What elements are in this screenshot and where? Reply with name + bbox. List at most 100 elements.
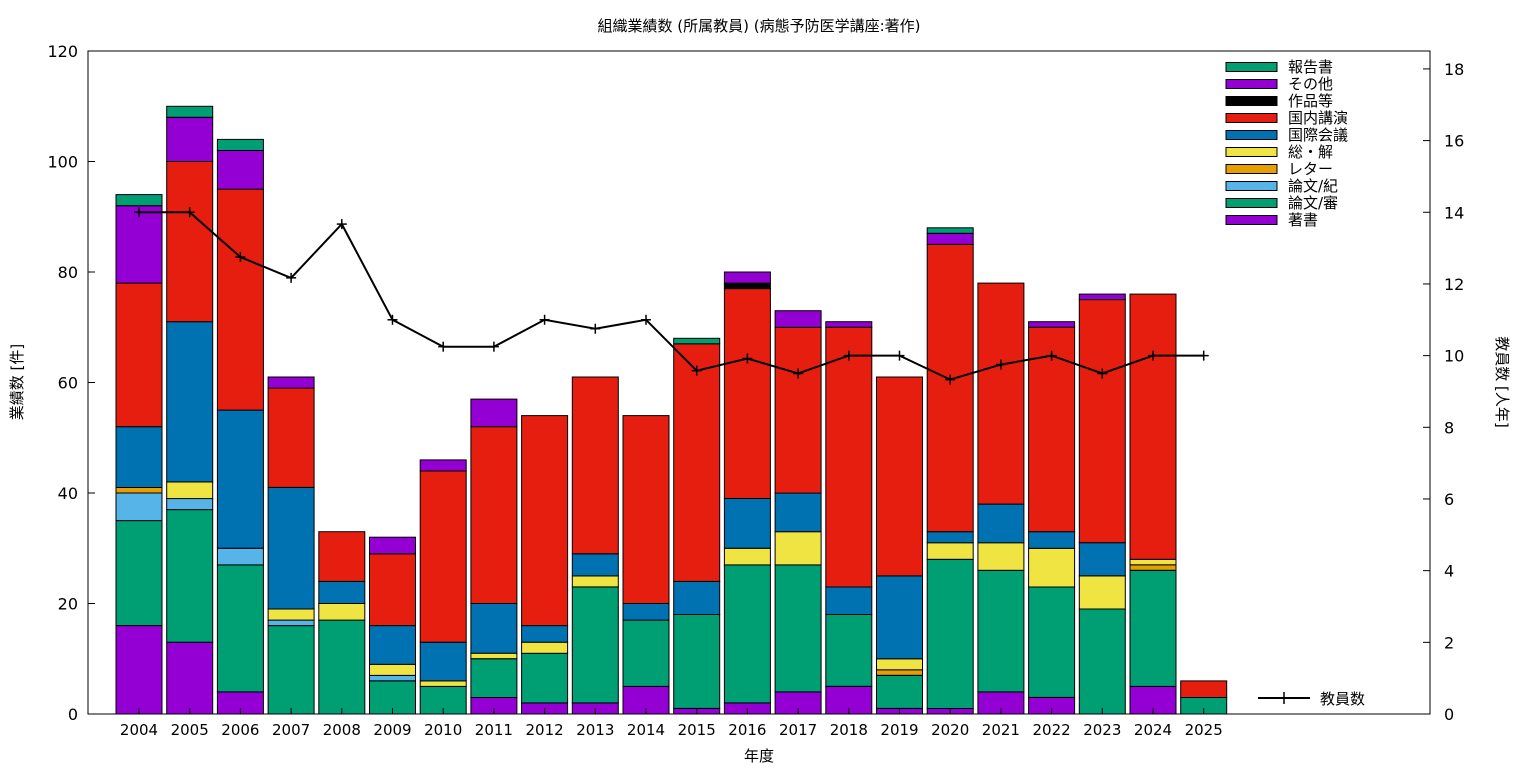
bar-segment — [115, 492, 163, 522]
bar-segment — [267, 376, 315, 389]
line-point — [742, 353, 753, 364]
y2-tick-label: 12 — [1444, 275, 1464, 294]
bar-segment — [571, 586, 619, 704]
x-axis: 2004 2005 2006 2007 2008 2009 2010 2011 2012 2013… — [120, 708, 1223, 739]
bar-segment — [825, 586, 873, 616]
bar-segment — [216, 150, 264, 190]
bar-segment — [369, 674, 416, 682]
legend-item: 国内講演 — [1225, 109, 1348, 127]
bar-segment — [369, 625, 416, 665]
bar-segment — [1028, 531, 1076, 549]
legend-swatch — [1225, 130, 1278, 140]
y2-axis: 0 2 4 6 8 10 12 14 16 18 — [1423, 60, 1464, 724]
bar-segment — [1129, 558, 1177, 566]
legend-label: 国際会議 — [1288, 126, 1348, 144]
line-point — [286, 272, 297, 283]
line-point — [1046, 350, 1057, 361]
bar-segment — [673, 343, 721, 582]
line-point — [691, 365, 702, 376]
bar-segment — [470, 426, 518, 605]
x-tick-label: 2021 — [982, 721, 1020, 739]
bar-segment — [673, 580, 721, 616]
bar-segment — [115, 520, 163, 627]
bar-segment — [673, 614, 721, 709]
y2-tick-label: 0 — [1444, 705, 1454, 724]
bar-segment — [876, 376, 923, 577]
line-legend: 教員数 — [1258, 690, 1365, 708]
bar-segment — [977, 569, 1025, 693]
bar-segment — [521, 415, 569, 627]
bar-segment — [926, 542, 974, 560]
y-tick-label: 80 — [58, 263, 78, 282]
x-tick-label: 2013 — [576, 721, 614, 739]
bar-segment — [267, 487, 315, 610]
bar-segment — [1078, 575, 1126, 610]
x-tick-label: 2006 — [221, 721, 259, 739]
line-point — [793, 368, 804, 379]
legend-label: 国内講演 — [1288, 109, 1348, 127]
x-tick-label: 2016 — [728, 721, 766, 739]
bar-segment — [216, 564, 264, 693]
legend-label: 論文/紀 — [1288, 177, 1338, 195]
legend-item: 論文/審 — [1225, 194, 1338, 212]
bar-segment — [1028, 547, 1076, 588]
bar-segment — [470, 398, 518, 428]
bar-segment — [926, 232, 974, 245]
x-tick-label: 2019 — [880, 721, 918, 739]
bar-segment — [571, 376, 619, 555]
bar-segment — [1180, 680, 1228, 699]
legend-item: 国際会議 — [1225, 126, 1348, 144]
x-tick-label: 2018 — [830, 721, 868, 739]
bar-segment — [571, 575, 619, 588]
legend-swatch — [1225, 79, 1278, 89]
plot-frame — [87, 50, 1431, 715]
bar-segment — [876, 575, 923, 660]
line-point — [438, 341, 449, 352]
line-point — [387, 314, 398, 325]
bars-layer — [115, 105, 1228, 715]
bar-segment — [521, 641, 569, 654]
bar-segment — [369, 553, 416, 627]
line-point — [134, 207, 144, 218]
bar-segment — [216, 138, 264, 151]
bar-segment — [166, 641, 214, 715]
legend-label: 総・解 — [1288, 143, 1333, 161]
bar-segment — [521, 652, 569, 704]
bar-segment — [318, 603, 366, 621]
bar-segment — [926, 243, 974, 533]
x-tick-label: 2009 — [373, 721, 411, 739]
bar-segment — [166, 116, 214, 163]
chart-title: 組織業績数 (所属教員) (病態予防医学講座:著作) — [597, 17, 920, 35]
bar-segment — [1129, 569, 1177, 687]
x-tick-label: 2012 — [526, 721, 564, 739]
x-tick-label: 2007 — [272, 721, 310, 739]
line-point — [336, 219, 347, 230]
bar-segment — [115, 625, 163, 715]
legend-label: レター — [1288, 160, 1333, 178]
legend-item: 作品等 — [1225, 92, 1333, 110]
bar-segment — [774, 492, 822, 533]
bar-segment — [470, 652, 518, 660]
x-tick-label: 2023 — [1083, 721, 1121, 739]
line-point — [894, 350, 905, 361]
x-tick-label: 2011 — [475, 721, 513, 739]
line-legend-label: 教員数 — [1320, 690, 1365, 708]
line-point — [184, 207, 195, 218]
y2-tick-label: 14 — [1444, 203, 1464, 222]
y-tick-label: 40 — [58, 484, 78, 503]
bar-segment — [774, 564, 822, 693]
legend-label: 著書 — [1288, 211, 1318, 229]
bar-segment — [115, 282, 163, 428]
legend-swatch — [1225, 164, 1278, 174]
bar-segment — [267, 619, 315, 627]
faculty-line — [134, 207, 1209, 385]
line-point — [641, 314, 651, 325]
y-tick-label: 0 — [68, 705, 78, 724]
x-axis-label: 年度 — [744, 747, 774, 765]
legend-swatch — [1225, 113, 1278, 123]
bar-segment — [1078, 299, 1126, 544]
bar-segment — [369, 536, 416, 555]
line-point — [995, 359, 1006, 370]
line-point — [1198, 350, 1209, 361]
